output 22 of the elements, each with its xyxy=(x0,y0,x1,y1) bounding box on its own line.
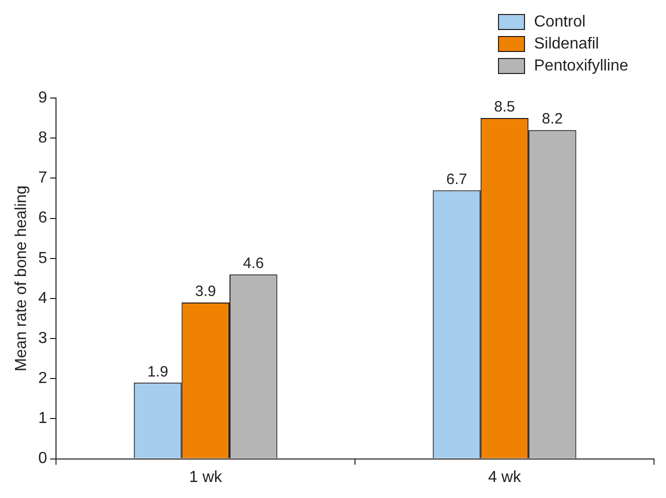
y-tick-label: 9 xyxy=(38,89,48,106)
legend-label: Sildenafil xyxy=(534,35,599,52)
y-tick-label: 0 xyxy=(38,450,48,468)
x-tick-label: 1 wk xyxy=(189,468,224,486)
data-label: 1.9 xyxy=(147,363,168,380)
data-label: 3.9 xyxy=(195,283,216,300)
y-tick-label: 2 xyxy=(38,370,48,388)
data-label: 6.7 xyxy=(446,170,468,188)
y-tick-label: 5 xyxy=(38,250,48,267)
y-tick-label: 3 xyxy=(38,330,48,347)
legend-label: Pentoxifylline xyxy=(534,57,628,74)
y-tick-label: 6 xyxy=(38,210,48,227)
data-label: 4.6 xyxy=(242,255,264,272)
data-label: 8.2 xyxy=(542,110,563,128)
y-tick-label: 4 xyxy=(38,290,48,307)
y-tick-label: 8 xyxy=(38,129,48,146)
y-tick-label: 7 xyxy=(38,170,48,187)
y-tick-label: 1 xyxy=(38,410,48,428)
y-axis-title: Mean rate of bone healing xyxy=(13,185,30,372)
x-tick-label: 4 wk xyxy=(488,468,522,486)
legend-label: Control xyxy=(534,13,586,30)
data-label: 8.5 xyxy=(494,98,515,116)
